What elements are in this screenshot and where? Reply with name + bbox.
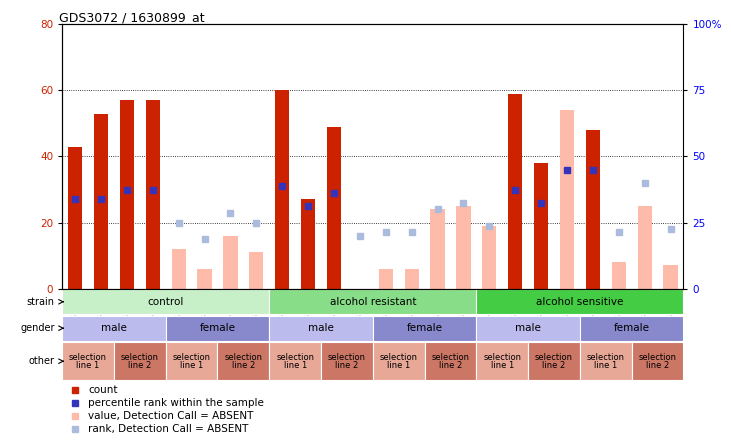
Bar: [166, 342, 218, 380]
Bar: [580, 316, 683, 341]
Bar: [637, 206, 652, 289]
Bar: [223, 236, 238, 289]
Bar: [404, 269, 419, 289]
Bar: [425, 342, 477, 380]
Text: selection
line 2: selection line 2: [328, 353, 366, 370]
Bar: [534, 163, 548, 289]
Text: selection
line 1: selection line 1: [483, 353, 521, 370]
Bar: [477, 342, 528, 380]
Text: control: control: [148, 297, 184, 307]
Bar: [62, 289, 269, 314]
Bar: [327, 127, 341, 289]
Text: male: male: [308, 323, 334, 333]
Text: selection
line 1: selection line 1: [69, 353, 107, 370]
Bar: [373, 316, 477, 341]
Bar: [321, 342, 373, 380]
Bar: [560, 110, 574, 289]
Bar: [580, 342, 632, 380]
Bar: [301, 199, 315, 289]
Text: selection
line 2: selection line 2: [535, 353, 573, 370]
Bar: [482, 226, 496, 289]
Bar: [62, 316, 166, 341]
Bar: [275, 91, 289, 289]
Text: selection
line 1: selection line 1: [276, 353, 314, 370]
Bar: [166, 316, 269, 341]
Bar: [477, 289, 683, 314]
Bar: [68, 147, 82, 289]
Text: GDS3072 / 1630899_at: GDS3072 / 1630899_at: [59, 12, 205, 24]
Bar: [508, 94, 523, 289]
Bar: [269, 316, 373, 341]
Bar: [197, 269, 212, 289]
Text: selection
line 2: selection line 2: [224, 353, 262, 370]
Bar: [114, 342, 166, 380]
Text: percentile rank within the sample: percentile rank within the sample: [88, 398, 264, 408]
Text: selection
line 1: selection line 1: [587, 353, 625, 370]
Bar: [528, 342, 580, 380]
Text: male: male: [515, 323, 541, 333]
Bar: [373, 342, 425, 380]
Text: value, Detection Call = ABSENT: value, Detection Call = ABSENT: [88, 411, 254, 421]
Bar: [456, 206, 471, 289]
Text: female: female: [614, 323, 650, 333]
Text: selection
line 2: selection line 2: [639, 353, 677, 370]
Bar: [269, 289, 477, 314]
Text: rank, Detection Call = ABSENT: rank, Detection Call = ABSENT: [88, 424, 249, 434]
Text: female: female: [200, 323, 235, 333]
Text: selection
line 1: selection line 1: [379, 353, 417, 370]
Bar: [172, 249, 186, 289]
Text: count: count: [88, 385, 118, 395]
Bar: [379, 269, 393, 289]
Text: gender: gender: [20, 323, 55, 333]
Bar: [120, 100, 134, 289]
Bar: [218, 342, 269, 380]
Bar: [612, 262, 626, 289]
Text: other: other: [29, 356, 55, 366]
Bar: [62, 342, 114, 380]
Text: selection
line 1: selection line 1: [173, 353, 211, 370]
Text: male: male: [101, 323, 127, 333]
Text: female: female: [406, 323, 442, 333]
Bar: [431, 209, 444, 289]
Bar: [477, 316, 580, 341]
Text: alcohol sensitive: alcohol sensitive: [537, 297, 624, 307]
Bar: [269, 342, 321, 380]
Bar: [632, 342, 683, 380]
Text: selection
line 2: selection line 2: [431, 353, 469, 370]
Text: alcohol resistant: alcohol resistant: [330, 297, 416, 307]
Bar: [94, 114, 108, 289]
Text: strain: strain: [26, 297, 55, 307]
Text: selection
line 2: selection line 2: [121, 353, 159, 370]
Bar: [664, 266, 678, 289]
Bar: [145, 100, 160, 289]
Bar: [586, 130, 600, 289]
Bar: [301, 219, 315, 289]
Bar: [249, 252, 263, 289]
